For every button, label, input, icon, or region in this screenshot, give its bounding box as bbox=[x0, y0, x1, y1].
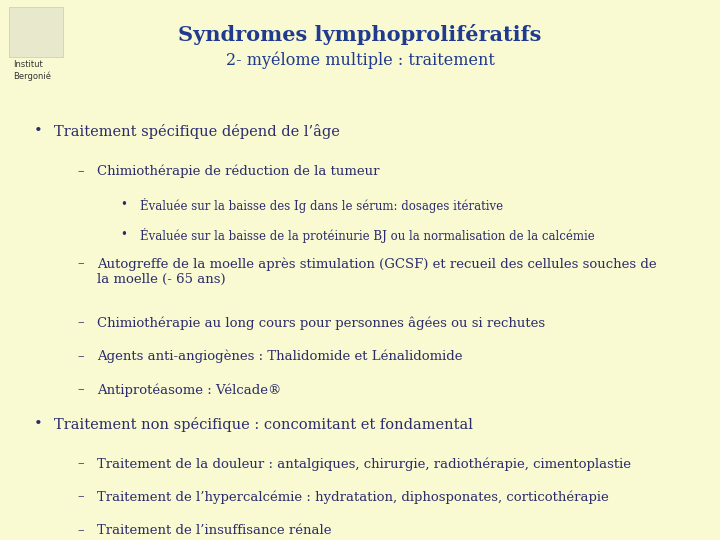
Text: –: – bbox=[77, 316, 84, 329]
Text: •: • bbox=[34, 124, 42, 138]
Text: Institut
Bergonié: Institut Bergonié bbox=[13, 60, 51, 81]
Text: •: • bbox=[120, 198, 127, 211]
Text: –: – bbox=[77, 491, 84, 504]
Text: Traitement non spécifique : concomitant et fondamental: Traitement non spécifique : concomitant … bbox=[54, 417, 473, 431]
Text: –: – bbox=[77, 457, 84, 470]
Text: –: – bbox=[77, 165, 84, 178]
Text: –: – bbox=[77, 524, 84, 537]
FancyBboxPatch shape bbox=[9, 7, 63, 57]
Text: Autogreffe de la moelle après stimulation (GCSF) et recueil des cellules souches: Autogreffe de la moelle après stimulatio… bbox=[97, 258, 657, 286]
Text: –: – bbox=[77, 258, 84, 271]
Text: Traitement de la douleur : antalgiques, chirurgie, radiothérapie, cimentoplastie: Traitement de la douleur : antalgiques, … bbox=[97, 457, 631, 471]
Text: –: – bbox=[77, 383, 84, 396]
Text: Chimiothérapie au long cours pour personnes âgées ou si rechutes: Chimiothérapie au long cours pour person… bbox=[97, 316, 545, 329]
Text: Évaluée sur la baisse de la protéinurie BJ ou la normalisation de la calcémie: Évaluée sur la baisse de la protéinurie … bbox=[140, 228, 595, 243]
Text: Antiprotéasome : Vélcade®: Antiprotéasome : Vélcade® bbox=[97, 383, 282, 397]
Text: Syndromes lymphoprolifératifs: Syndromes lymphoprolifératifs bbox=[179, 24, 541, 45]
Text: •: • bbox=[120, 228, 127, 241]
Text: 2- myélome multiple : traitement: 2- myélome multiple : traitement bbox=[225, 51, 495, 69]
Text: –: – bbox=[77, 350, 84, 363]
Text: Traitement spécifique dépend de l’âge: Traitement spécifique dépend de l’âge bbox=[54, 124, 340, 139]
Text: Agents anti-angiogènes : Thalidomide et Lénalidomide: Agents anti-angiogènes : Thalidomide et … bbox=[97, 350, 463, 363]
Text: Évaluée sur la baisse des Ig dans le sérum: dosages itérative: Évaluée sur la baisse des Ig dans le sér… bbox=[140, 198, 503, 213]
Text: Traitement de l’hypercalcémie : hydratation, diphosponates, corticothérapie: Traitement de l’hypercalcémie : hydratat… bbox=[97, 491, 609, 504]
Text: Traitement de l’insuffisance rénale: Traitement de l’insuffisance rénale bbox=[97, 524, 332, 537]
Text: Chimiothérapie de réduction de la tumeur: Chimiothérapie de réduction de la tumeur bbox=[97, 165, 379, 178]
Text: •: • bbox=[34, 417, 42, 430]
